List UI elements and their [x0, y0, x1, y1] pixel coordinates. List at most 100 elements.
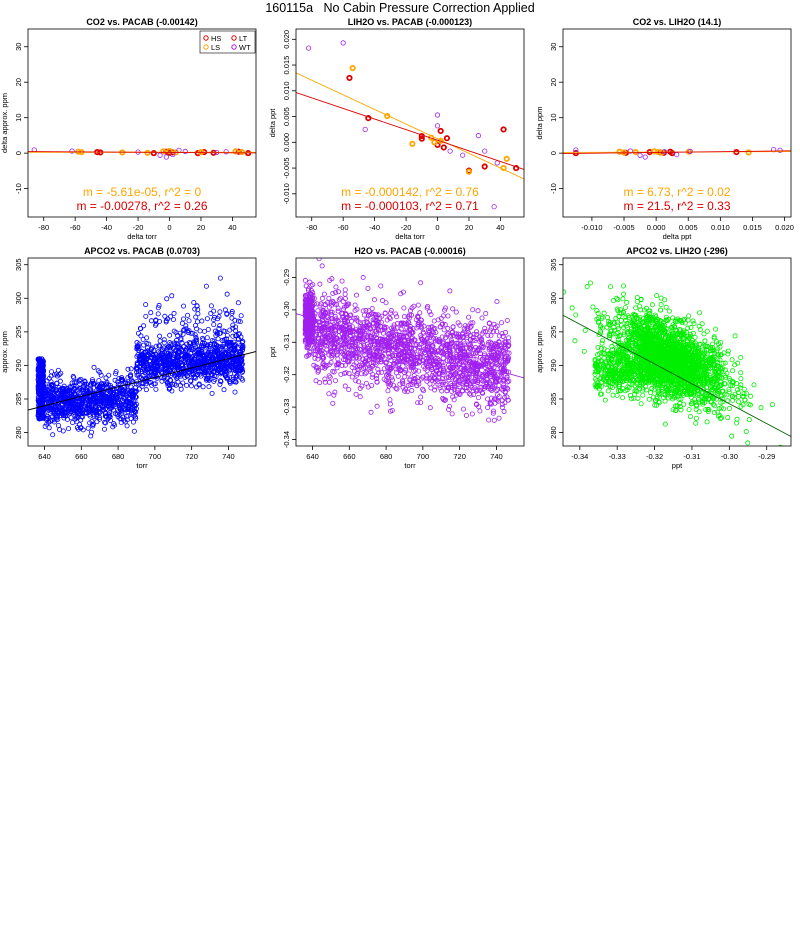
- data-point: [378, 357, 384, 363]
- data-point: [192, 322, 198, 328]
- data-point: [470, 307, 476, 313]
- data-point: [215, 336, 221, 342]
- data-point: [389, 353, 395, 359]
- data-point: [325, 300, 331, 306]
- data-point: [307, 321, 313, 327]
- fit-annotation: m = -5.61e-05, r^2 = 0: [83, 185, 202, 199]
- data-point: [329, 276, 335, 282]
- data-point: [406, 371, 412, 377]
- data-point: [490, 408, 496, 414]
- data-point: [487, 345, 493, 351]
- y-tick-label: 20: [14, 78, 23, 86]
- data-point: [483, 369, 489, 375]
- data-point: [471, 362, 477, 368]
- data-point: [168, 341, 174, 347]
- data-point: [337, 324, 343, 330]
- data-point: [505, 397, 511, 403]
- data-point: [128, 415, 134, 421]
- data-point: [322, 376, 328, 382]
- x-tick-label: -80: [38, 223, 49, 232]
- data-point: [390, 348, 396, 354]
- data-point: [385, 371, 391, 377]
- data-point: [346, 358, 352, 364]
- data-point: [485, 332, 491, 338]
- data-point: [162, 355, 168, 361]
- x-tick-label: 700: [149, 452, 162, 461]
- y-tick-label: -10: [14, 183, 23, 194]
- plot-area: [296, 258, 524, 423]
- data-point: [383, 300, 389, 306]
- data-point: [382, 347, 388, 353]
- data-point: [487, 400, 493, 406]
- data-point: [367, 368, 373, 374]
- data-point: [196, 353, 202, 359]
- data-point: [391, 324, 397, 330]
- data-point: [217, 309, 223, 315]
- data-point: [418, 394, 424, 400]
- data-point: [394, 386, 400, 392]
- data-point: [233, 373, 239, 379]
- data-point: [316, 368, 322, 374]
- data-point: [418, 400, 424, 406]
- data-point: [94, 410, 100, 416]
- data-point: [499, 402, 505, 408]
- data-point: [332, 313, 338, 319]
- data-point: [143, 387, 149, 393]
- fit-line: [296, 313, 524, 379]
- data-point: [200, 384, 206, 390]
- data-point: [315, 353, 321, 359]
- data-point: [315, 365, 321, 371]
- data-point: [320, 355, 326, 361]
- data-point: [239, 369, 245, 375]
- data-point: [381, 376, 387, 382]
- data-point: [308, 283, 314, 289]
- data-point: [333, 316, 339, 322]
- data-point: [94, 419, 100, 425]
- fit-annotation: m = -0.000103, r^2 = 0.71: [341, 199, 479, 213]
- data-point: [369, 383, 375, 389]
- data-point: [60, 428, 66, 434]
- data-point: [469, 385, 475, 391]
- plot-area: [296, 40, 524, 210]
- data-point: [358, 371, 364, 377]
- data-point: [35, 366, 41, 372]
- data-point: [421, 363, 427, 369]
- data-point: [48, 369, 54, 375]
- data-point: [54, 380, 60, 386]
- data-point: [404, 342, 410, 348]
- data-point: [474, 402, 480, 408]
- data-point: [125, 366, 131, 372]
- data-point: [221, 367, 227, 373]
- data-point: [215, 365, 221, 371]
- series-points: [302, 258, 512, 423]
- data-point: [207, 341, 213, 347]
- data-point: [156, 302, 162, 308]
- data-point: [219, 337, 225, 343]
- data-point: [481, 354, 487, 360]
- data-point: [372, 352, 378, 358]
- data-point: [388, 308, 394, 314]
- x-tick-label: 740: [490, 452, 503, 461]
- data-point: [126, 406, 132, 412]
- data-point: [375, 327, 381, 333]
- data-point: [173, 347, 179, 353]
- data-point: [489, 388, 495, 394]
- data-point: [506, 335, 512, 341]
- data-point: [474, 329, 480, 335]
- data-point: [97, 389, 103, 395]
- data-point: [400, 381, 406, 387]
- data-point: [204, 316, 210, 322]
- data-point: [457, 384, 463, 390]
- data-point: [417, 310, 423, 316]
- data-point: [323, 338, 329, 344]
- data-point: [170, 381, 176, 387]
- data-point: [69, 393, 75, 399]
- data-point: [339, 331, 345, 337]
- data-point: [440, 144, 447, 151]
- data-point: [470, 335, 476, 341]
- data-point: [76, 408, 82, 414]
- data-point: [402, 374, 408, 380]
- data-point: [342, 296, 348, 302]
- fit-annotation: m = -0.00278, r^2 = 0.26: [76, 199, 207, 213]
- data-point: [307, 304, 313, 310]
